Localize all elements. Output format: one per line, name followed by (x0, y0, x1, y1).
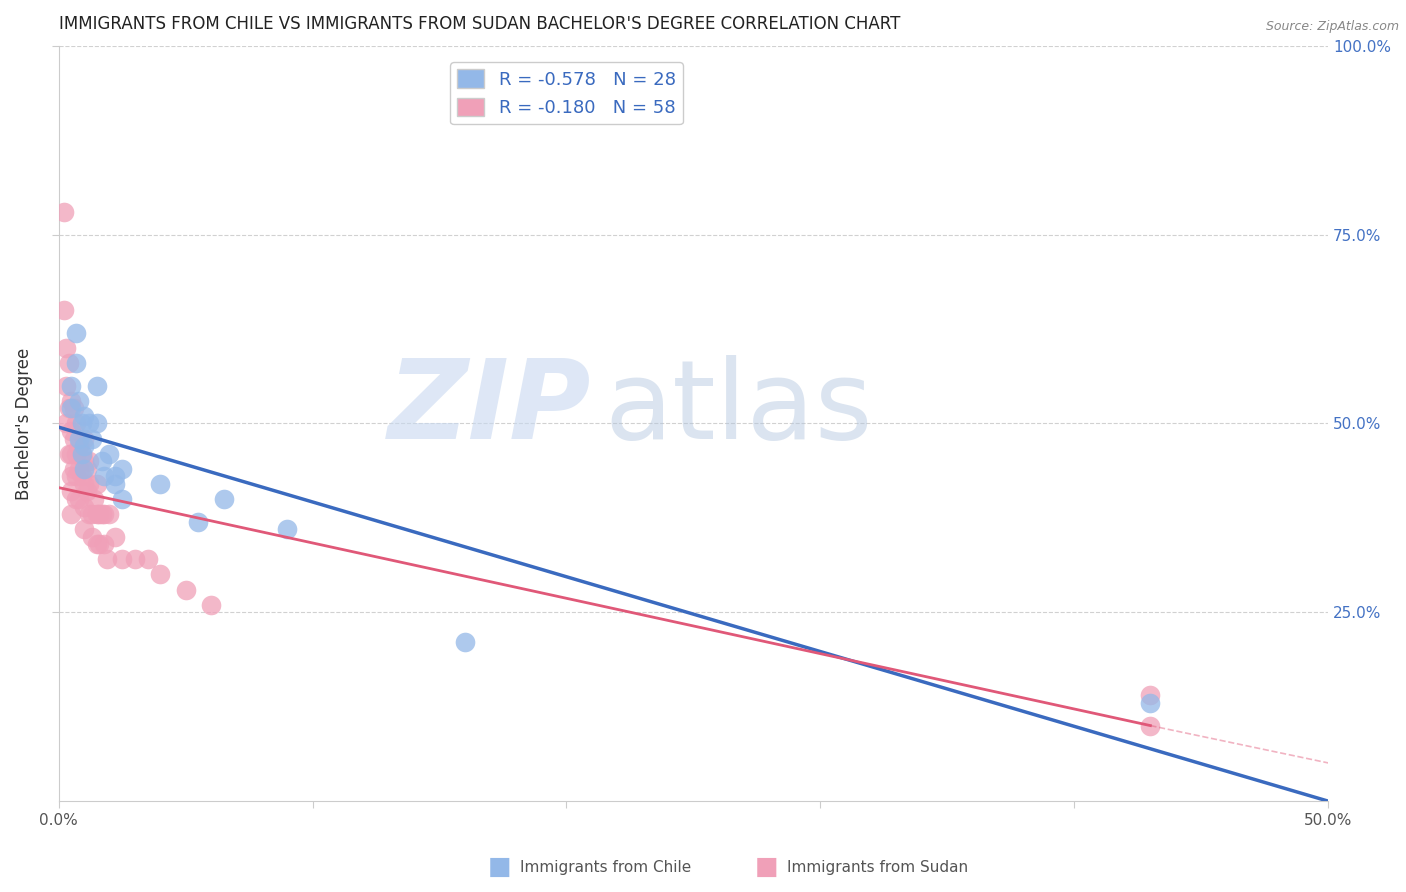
Point (86, 378, 108, 392)
Text: Immigrants from Sudan: Immigrants from Sudan (787, 860, 969, 874)
Point (67, 491, 90, 506)
Point (89, 537, 111, 551)
Point (212, 491, 235, 506)
Point (60, 401, 83, 416)
Point (86, 537, 108, 551)
Point (86, 417, 108, 431)
Point (77, 417, 100, 431)
Point (70, 469, 93, 483)
Point (76, 461, 98, 475)
Point (73, 500, 96, 514)
Point (149, 476, 172, 491)
Text: ZIP: ZIP (388, 355, 592, 462)
Point (136, 552, 159, 566)
Point (55, 341, 77, 355)
Point (65, 356, 87, 370)
Point (1139, 718, 1161, 732)
Point (174, 582, 197, 597)
Point (103, 469, 125, 483)
Point (124, 552, 146, 566)
Point (67, 439, 90, 453)
Point (1139, 696, 1161, 710)
Y-axis label: Bachelor's Degree: Bachelor's Degree (15, 347, 32, 500)
Point (98, 507, 121, 521)
Point (60, 447, 83, 461)
Point (73, 439, 96, 453)
Text: Source: ZipAtlas.com: Source: ZipAtlas.com (1265, 20, 1399, 33)
Point (65, 326, 87, 340)
Point (93, 537, 115, 551)
Point (70, 417, 93, 431)
Point (111, 461, 134, 475)
Point (98, 447, 121, 461)
Point (60, 469, 83, 483)
Point (70, 447, 93, 461)
Point (96, 552, 118, 566)
Point (77, 454, 100, 468)
Point (77, 507, 100, 521)
Point (76, 484, 98, 499)
Point (93, 507, 115, 521)
Point (90, 454, 112, 468)
Point (200, 598, 222, 612)
Point (77, 476, 100, 491)
Point (60, 424, 83, 438)
Point (63, 432, 86, 446)
Point (55, 378, 77, 392)
Point (67, 432, 90, 446)
Text: IMMIGRANTS FROM CHILE VS IMMIGRANTS FROM SUDAN BACHELOR'S DEGREE CORRELATION CHA: IMMIGRANTS FROM CHILE VS IMMIGRANTS FROM… (59, 15, 900, 33)
Point (103, 530, 125, 544)
Point (149, 567, 172, 582)
Point (111, 552, 134, 566)
Point (80, 507, 103, 521)
Point (103, 476, 125, 491)
Point (73, 476, 96, 491)
Point (65, 417, 87, 431)
Point (60, 507, 83, 521)
Point (67, 393, 90, 408)
Point (60, 484, 83, 499)
Point (58, 447, 80, 461)
Point (90, 507, 112, 521)
Point (89, 507, 111, 521)
Point (187, 515, 209, 529)
Point (111, 491, 134, 506)
Point (60, 378, 83, 392)
Point (65, 491, 87, 506)
Point (65, 447, 87, 461)
Point (73, 432, 96, 446)
Point (80, 432, 103, 446)
Point (93, 469, 115, 483)
Point (52, 205, 75, 219)
Point (73, 461, 96, 475)
Point (63, 401, 86, 416)
Point (67, 461, 90, 475)
Legend: R = -0.578   N = 28, R = -0.180   N = 58: R = -0.578 N = 28, R = -0.180 N = 58 (450, 62, 683, 124)
Point (70, 447, 93, 461)
Point (73, 454, 96, 468)
Text: atlas: atlas (605, 355, 873, 462)
Point (58, 401, 80, 416)
Point (65, 469, 87, 483)
Point (80, 530, 103, 544)
Point (73, 522, 96, 536)
Point (52, 303, 75, 318)
Point (276, 522, 298, 536)
Point (86, 507, 108, 521)
Point (63, 461, 86, 475)
Point (73, 409, 96, 423)
Point (86, 476, 108, 491)
Point (1139, 689, 1161, 703)
Text: ■: ■ (488, 855, 510, 879)
Point (83, 491, 105, 506)
Point (60, 393, 83, 408)
Text: Immigrants from Chile: Immigrants from Chile (520, 860, 692, 874)
Point (454, 635, 477, 649)
Point (55, 417, 77, 431)
Point (58, 356, 80, 370)
Text: ■: ■ (755, 855, 778, 879)
